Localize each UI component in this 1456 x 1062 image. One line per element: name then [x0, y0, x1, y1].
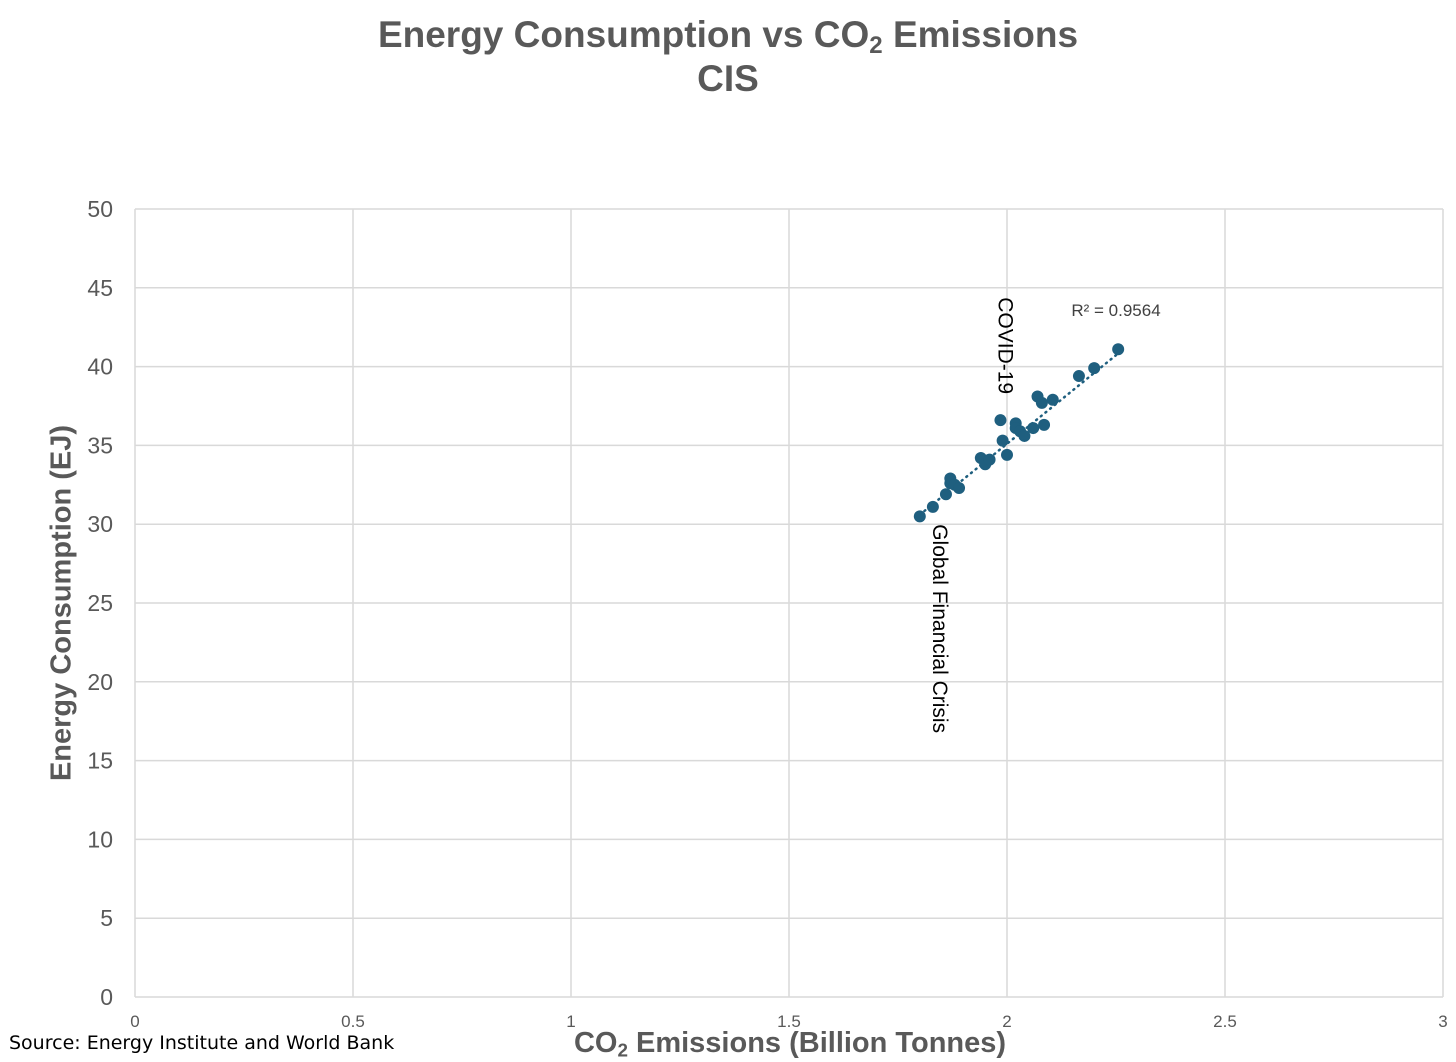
data-point	[1072, 370, 1085, 383]
x-axis-label-prefix: CO	[573, 1027, 618, 1059]
data-point	[926, 500, 939, 513]
data-point	[1112, 343, 1125, 356]
data-point	[1088, 362, 1101, 375]
y-tick-label: 25	[87, 590, 113, 616]
y-tick-label: 15	[87, 748, 113, 774]
grid-lines	[134, 208, 1444, 998]
x-axis-label-subscript: 2	[617, 1039, 628, 1061]
x-tick-label: 3	[1438, 1012, 1447, 1031]
x-tick-label: 2	[1002, 1012, 1011, 1031]
data-point	[1046, 393, 1059, 406]
data-point	[994, 414, 1007, 427]
event-annotation: Global Financial Crisis	[928, 524, 951, 733]
chart-title: Energy Consumption vs CO2 Emissions	[0, 14, 1456, 59]
data-point	[1001, 448, 1013, 461]
data-point	[1027, 422, 1040, 435]
event-annotation: COVID-19	[993, 297, 1016, 394]
y-tick-label: 5	[100, 905, 113, 931]
data-point	[983, 453, 996, 466]
x-tick-label: 1.5	[777, 1012, 801, 1031]
source-note: Source: Energy Institute and World Bank	[9, 1032, 395, 1054]
data-point	[996, 434, 1009, 447]
x-tick-label: 1	[566, 1012, 575, 1031]
y-tick-label: 10	[87, 826, 113, 852]
data-point	[939, 488, 952, 501]
y-tick-label: 0	[100, 984, 113, 1010]
y-tick-label: 50	[87, 196, 113, 222]
data-point	[1035, 396, 1048, 409]
data-point	[913, 510, 926, 523]
annotations: R² = 0.9564 COVID-19 Global Financial Cris…	[928, 297, 1161, 733]
chart-title-prefix: Energy Consumption vs CO	[377, 14, 870, 55]
data-point	[1038, 418, 1051, 431]
y-tick-label: 40	[87, 354, 113, 380]
x-axis-label-suffix: Emissions (Billion Tonnes)	[627, 1027, 1007, 1059]
x-tick-label: 2.5	[1213, 1012, 1237, 1031]
y-tick-label: 20	[87, 669, 113, 695]
y-tick-label: 45	[87, 275, 113, 301]
chart-subtitle: CIS	[697, 58, 759, 99]
x-tick-label: 0.5	[341, 1012, 365, 1031]
x-axis-label: CO2 Emissions (Billion Tonnes)	[0, 1027, 1456, 1060]
chart-title-suffix: Emissions	[882, 14, 1079, 55]
y-axis-label: Energy Consumption (EJ)	[45, 424, 78, 782]
data-point	[953, 481, 966, 494]
data-points	[913, 343, 1125, 523]
y-tick-label: 35	[87, 432, 113, 458]
x-tick-label: 0	[130, 1012, 139, 1031]
y-tick-label: 30	[87, 511, 113, 537]
chart-title-subscript: 2	[869, 32, 883, 59]
tick-labels: 0 5 10 15 20 25 30 35 40 45 50 0 0.5 1 1.5 2 2.5 3	[87, 196, 1447, 1031]
data-point	[1018, 429, 1031, 442]
r-squared-label: R² = 0.9564	[1071, 301, 1160, 320]
